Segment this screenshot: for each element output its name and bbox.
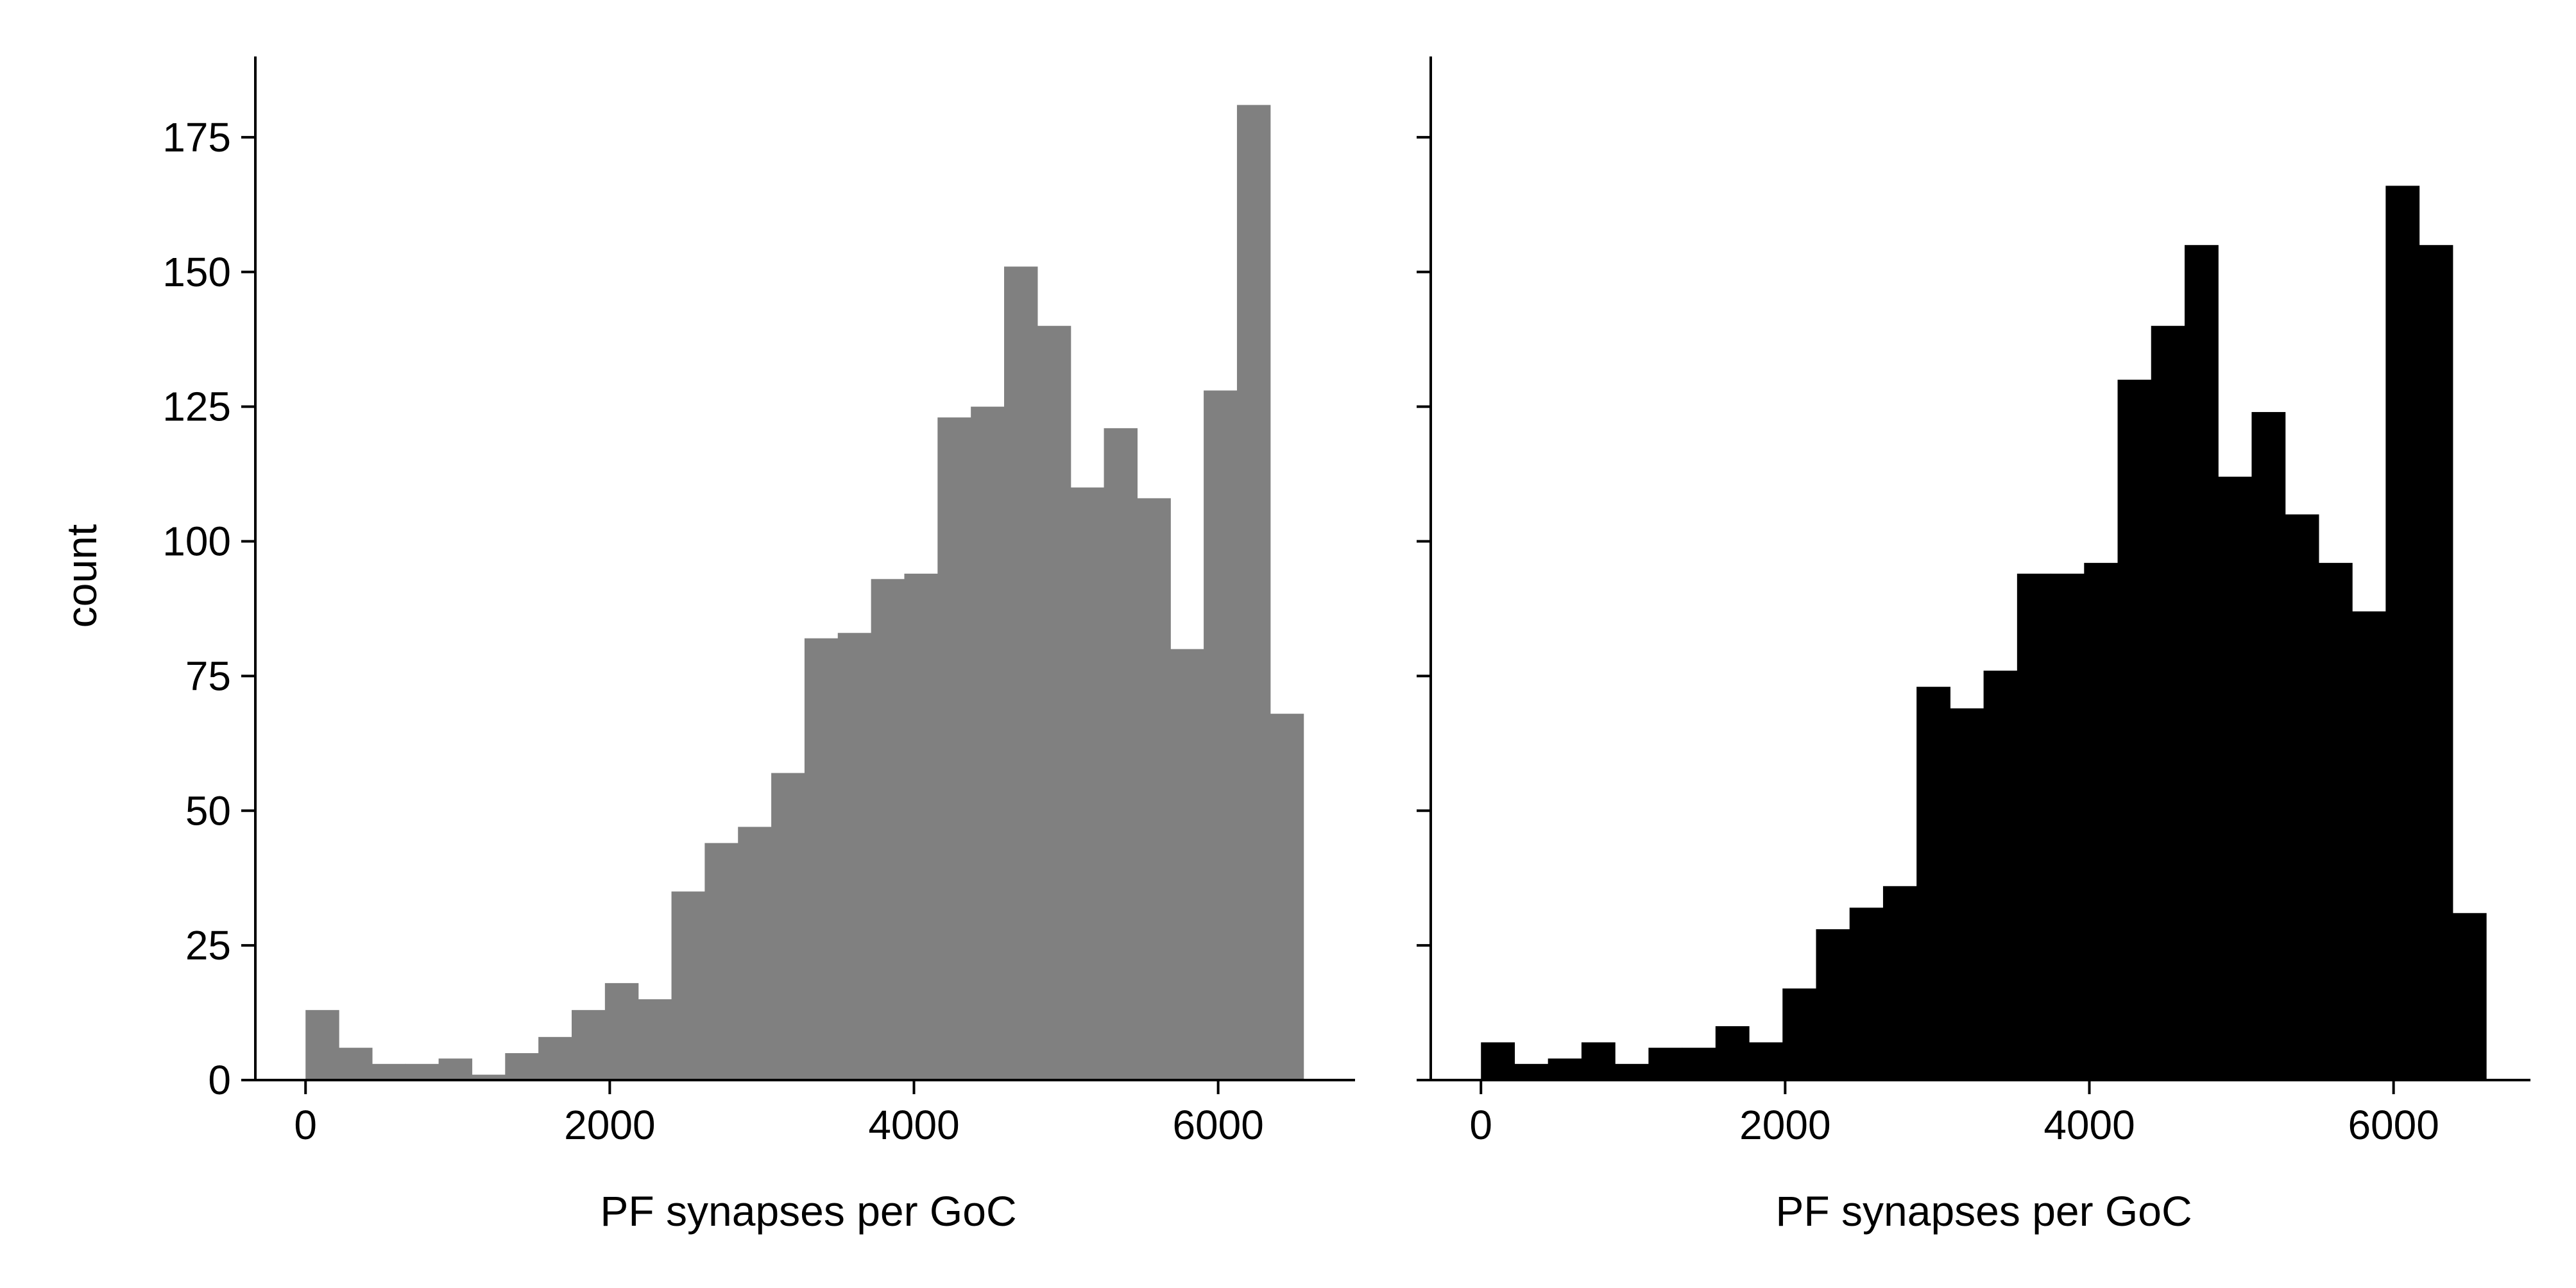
left-y-tick-label: 0 — [208, 1057, 231, 1103]
left-histogram-bar — [339, 1047, 373, 1080]
left-histogram-bar — [1137, 498, 1171, 1080]
right-histogram-bar — [2385, 185, 2420, 1081]
right-histogram-bar — [1581, 1042, 1616, 1080]
right-histogram-bar — [1882, 886, 1917, 1080]
right-histogram-panel: 0 2000 4000 6000 PF synapses per GoC — [1417, 56, 2530, 1235]
right-histogram-bar — [1816, 929, 1850, 1080]
left-y-tick-label: 100 — [162, 519, 231, 565]
left-histogram-bar — [1170, 649, 1204, 1080]
left-histogram-bar — [971, 406, 1005, 1081]
right-histogram-bar — [2017, 573, 2051, 1080]
left-histogram-bars — [305, 105, 1304, 1081]
right-histogram-bar — [1548, 1058, 1582, 1080]
right-x-tick-label: 6000 — [2348, 1102, 2439, 1148]
right-histogram-bar — [1749, 1042, 1783, 1080]
left-histogram-bar — [671, 891, 705, 1080]
right-x-ticks: 0 2000 4000 6000 — [1469, 1080, 2439, 1148]
left-histogram-panel: 0 25 50 75 100 125 150 175 0 2000 4000 6000 PF syn… — [58, 56, 1355, 1235]
left-histogram-bar — [1204, 390, 1238, 1080]
right-histogram-bar — [2251, 412, 2286, 1080]
right-x-tick-label: 4000 — [2043, 1102, 2135, 1148]
left-y-tick-label: 75 — [185, 653, 231, 699]
left-x-tick-label: 4000 — [868, 1102, 959, 1148]
left-histogram-bar — [371, 1063, 406, 1080]
left-histogram-bar — [638, 999, 672, 1080]
right-histogram-bar — [1849, 907, 1884, 1080]
right-histogram-bar — [2352, 611, 2386, 1080]
left-y-tick-label: 125 — [162, 384, 231, 430]
left-histogram-bar — [1070, 487, 1105, 1080]
right-histogram-bar — [2117, 379, 2152, 1081]
right-y-ticks — [1417, 135, 1431, 1081]
right-x-tick-label: 2000 — [1739, 1102, 1830, 1148]
left-histogram-bar — [572, 1009, 606, 1080]
right-histogram-bar — [2084, 563, 2119, 1080]
right-histogram-bar — [2218, 476, 2253, 1080]
right-histogram-bar — [1514, 1063, 1549, 1080]
right-histogram-bar — [2318, 563, 2353, 1080]
left-histogram-bar — [871, 579, 905, 1080]
left-y-axis-label: count — [58, 524, 105, 628]
left-histogram-bar — [804, 638, 839, 1080]
left-y-tick-label: 150 — [162, 249, 231, 295]
left-histogram-bar — [1236, 105, 1271, 1080]
left-x-axis-label: PF synapses per GoC — [600, 1187, 1016, 1235]
right-histogram-bar — [2452, 913, 2487, 1080]
left-x-tick-label: 2000 — [564, 1102, 655, 1148]
left-histogram-bar — [438, 1058, 473, 1080]
right-histogram-bar — [2419, 245, 2453, 1080]
right-x-tick-label: 0 — [1469, 1102, 1492, 1148]
left-histogram-bar — [538, 1036, 572, 1080]
left-histogram-bar — [604, 983, 639, 1080]
left-histogram-bar — [505, 1053, 539, 1080]
left-x-tick-label: 6000 — [1172, 1102, 1263, 1148]
left-histogram-bar — [704, 843, 738, 1080]
right-histogram-bar — [1615, 1063, 1649, 1080]
right-histogram-bar — [1481, 1042, 1515, 1080]
right-histogram-bar — [2051, 573, 2085, 1080]
right-histogram-bar — [2184, 245, 2219, 1080]
right-histogram-bar — [1782, 988, 1817, 1080]
right-x-axis-label: PF synapses per GoC — [1775, 1187, 2192, 1235]
left-histogram-bar — [305, 1009, 339, 1080]
left-y-tick-label: 25 — [185, 922, 231, 968]
left-y-tick-label: 50 — [185, 787, 231, 834]
left-histogram-bar — [1004, 266, 1038, 1080]
right-histogram-bar — [1682, 1047, 1716, 1080]
right-histogram-bar — [1950, 708, 1984, 1080]
left-histogram-bar — [405, 1063, 439, 1080]
left-histogram-bar — [1037, 325, 1071, 1080]
right-histogram-bar — [1916, 687, 1950, 1080]
left-histogram-bar — [837, 633, 872, 1080]
right-histogram-bar — [1983, 671, 2018, 1080]
right-histogram-bar — [1648, 1047, 1683, 1080]
left-histogram-bar — [904, 573, 938, 1080]
right-histogram-bars — [1481, 185, 2487, 1081]
left-y-tick-label: 175 — [162, 114, 231, 160]
right-histogram-bar — [1715, 1026, 1750, 1080]
right-histogram-bar — [2151, 325, 2185, 1080]
left-x-ticks: 0 2000 4000 6000 — [294, 1080, 1264, 1148]
left-histogram-bar — [771, 773, 805, 1080]
left-histogram-bar — [937, 417, 971, 1081]
left-histogram-bar — [1270, 714, 1304, 1080]
left-x-tick-label: 0 — [294, 1102, 317, 1148]
left-y-ticks: 0 25 50 75 100 125 150 175 — [162, 114, 255, 1103]
left-histogram-bar — [1104, 428, 1138, 1080]
right-histogram-bar — [2285, 514, 2319, 1080]
left-histogram-bar — [738, 827, 772, 1080]
left-histogram-bar — [472, 1074, 506, 1080]
